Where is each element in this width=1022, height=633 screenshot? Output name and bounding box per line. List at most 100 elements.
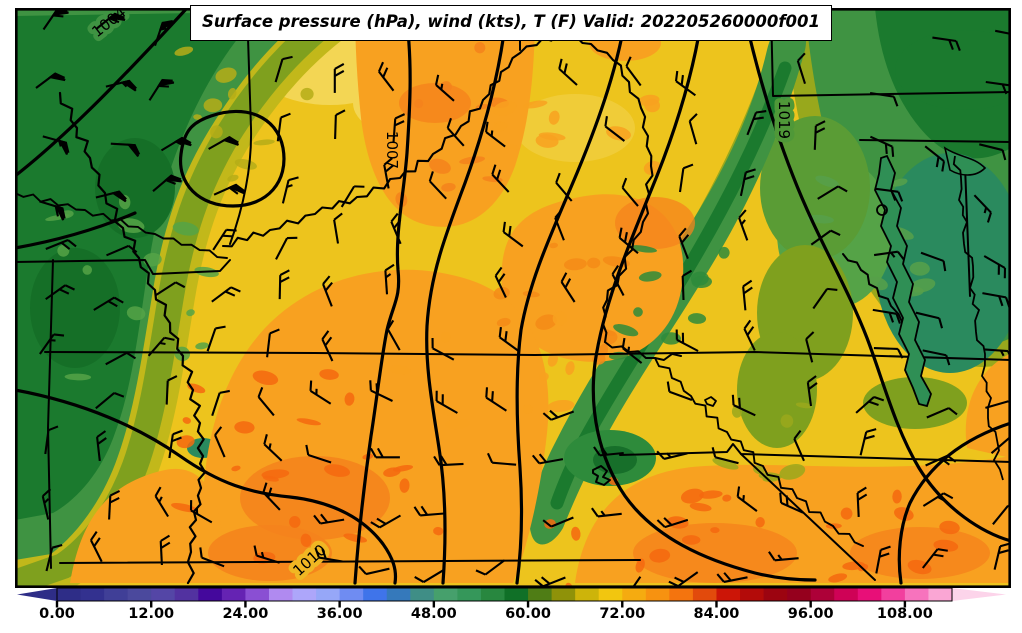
wind-barb xyxy=(281,176,299,204)
colorbar-segment xyxy=(57,588,82,601)
wind-barb xyxy=(859,428,877,456)
wind-barb xyxy=(979,143,1007,161)
wind-barb xyxy=(739,168,756,197)
wind-barb xyxy=(189,500,213,524)
wind-barb xyxy=(855,395,885,414)
wind-barb xyxy=(428,171,447,200)
colorbar-segment xyxy=(151,588,176,601)
colorbar-tick-label: 36.00 xyxy=(316,606,363,622)
colorbar-segment xyxy=(457,588,482,601)
colorbar-segment xyxy=(645,588,670,601)
wind-barb xyxy=(305,444,332,464)
colorbar-segment xyxy=(622,588,647,601)
wind-barb xyxy=(211,389,230,417)
colorbar-tick xyxy=(715,601,718,608)
wind-barb xyxy=(213,183,245,196)
title-box: Surface pressure (hPa), wind (kts), T (F… xyxy=(190,5,832,41)
wind-barb xyxy=(96,430,107,462)
wind-barb xyxy=(369,380,393,402)
colorbar-tick xyxy=(809,601,812,608)
wind-barb xyxy=(369,447,400,459)
colorbar-segment xyxy=(339,588,364,601)
wind-barb xyxy=(392,113,406,143)
colorbar-tick-label: 0.00 xyxy=(39,606,75,622)
colorbar-segment xyxy=(598,588,623,601)
wind-barb xyxy=(542,516,574,528)
wind-barb xyxy=(922,349,951,366)
wind-barb xyxy=(873,347,904,359)
colorbar-segment xyxy=(504,588,529,601)
wind-barb xyxy=(414,568,445,583)
colorbar-segment xyxy=(904,588,930,601)
colorbar-segment xyxy=(551,588,576,601)
wind-barb xyxy=(475,559,506,576)
wind-barb xyxy=(434,74,455,102)
wind-barb xyxy=(168,429,183,459)
wind-barb xyxy=(555,172,573,202)
wind-barb xyxy=(154,20,175,47)
wind-barb xyxy=(45,543,63,572)
wind-barb xyxy=(560,272,576,303)
wind-barb xyxy=(932,36,961,51)
wind-barb xyxy=(154,281,186,297)
chesapeake-bay xyxy=(874,146,1004,481)
isobars xyxy=(15,8,1011,585)
wind-barb xyxy=(591,507,622,518)
wind-barb xyxy=(558,58,578,86)
wind-barb xyxy=(875,545,891,574)
wind-barb xyxy=(208,135,240,150)
wind-barb xyxy=(869,135,895,157)
wind-barb xyxy=(212,228,237,251)
colorbar-tick-label: 108.00 xyxy=(876,606,933,622)
wind-barb xyxy=(358,565,390,576)
wind-barb xyxy=(874,187,904,202)
wind-barb xyxy=(742,279,753,311)
colorbar xyxy=(17,588,1006,608)
wind-barb xyxy=(206,325,226,352)
wind-barb xyxy=(554,209,565,241)
wind-barb xyxy=(93,296,124,311)
colorbar-segment xyxy=(740,588,765,601)
wind-barb xyxy=(45,239,77,250)
colorbar-segment xyxy=(127,588,152,601)
wind-barb xyxy=(435,390,458,414)
wind-barb xyxy=(915,311,944,329)
wind-barb xyxy=(812,287,838,310)
wind-barb xyxy=(502,221,524,248)
wind-barb xyxy=(736,486,758,512)
wind-barb xyxy=(716,572,748,583)
wind-barb xyxy=(340,185,365,208)
wind-barb xyxy=(926,407,958,419)
wind-barb xyxy=(39,333,65,355)
wind-barb xyxy=(681,269,693,301)
wind-barb xyxy=(925,454,957,467)
wind-barb xyxy=(313,513,345,525)
wind-barb xyxy=(806,375,818,407)
colorbar-segment xyxy=(834,588,859,601)
wind-barb xyxy=(921,548,948,569)
wind-barb xyxy=(147,336,175,357)
wind-barb xyxy=(625,56,642,87)
state-borders xyxy=(15,8,1011,585)
wind-barb xyxy=(446,117,465,147)
wind-barb xyxy=(309,380,332,405)
wind-barb xyxy=(95,391,125,410)
colorbar-segment xyxy=(692,588,718,601)
colorbar-segment xyxy=(80,588,105,601)
wind-barb xyxy=(159,534,171,566)
wind-barb xyxy=(688,113,698,145)
wind-barb xyxy=(486,452,517,466)
colorbar-tick-label: 24.00 xyxy=(222,606,269,622)
calm-wind-icon xyxy=(876,204,888,216)
colorbar-segment xyxy=(881,588,906,601)
wind-barb xyxy=(920,251,947,272)
colorbar-tick xyxy=(338,601,341,608)
wind-barb xyxy=(768,551,799,562)
wind-barb xyxy=(386,319,401,351)
wind-barb xyxy=(869,91,899,107)
colorbar-segment xyxy=(174,588,199,601)
wind-barb xyxy=(431,338,455,361)
wind-barb xyxy=(334,109,346,140)
wind-barb xyxy=(413,505,445,517)
